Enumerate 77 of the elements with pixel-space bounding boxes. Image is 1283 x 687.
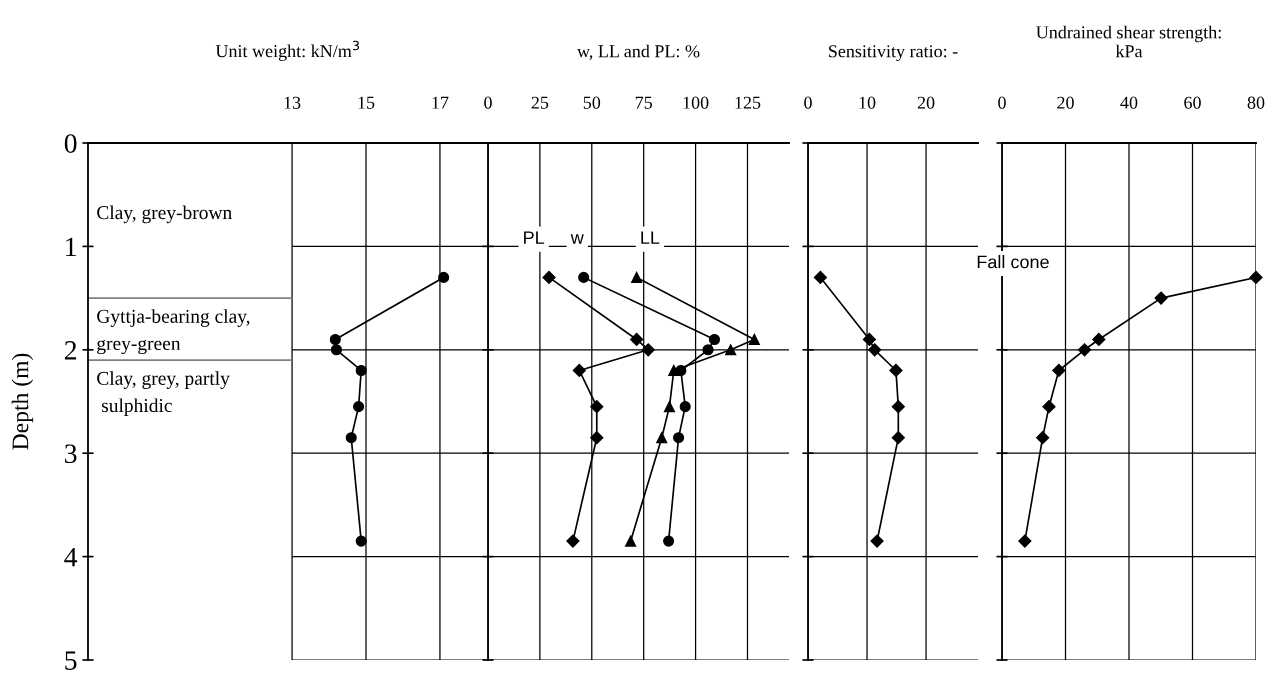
point	[813, 270, 827, 285]
y-tick-label: 5	[65, 651, 77, 670]
point	[355, 535, 367, 547]
annotation: w	[570, 234, 584, 244]
point	[353, 401, 365, 413]
point	[1154, 291, 1168, 305]
point	[889, 363, 903, 378]
annotation: Clay, grey-brown	[97, 205, 232, 224]
point	[891, 431, 905, 445]
x-tick-label: 13	[284, 96, 301, 109]
x-tick-label: 60	[1184, 96, 1201, 109]
point	[1249, 270, 1263, 285]
x-tick-label: 10	[859, 96, 876, 109]
point	[663, 401, 675, 413]
y-tick-label: 2	[64, 341, 77, 360]
point	[1036, 431, 1050, 445]
point	[862, 332, 876, 347]
point	[590, 400, 604, 414]
point	[355, 364, 367, 377]
point	[590, 431, 604, 445]
point	[1077, 343, 1092, 357]
point	[702, 344, 714, 356]
point	[578, 271, 590, 283]
x-axis-title: w, LL and PL: %	[577, 44, 700, 60]
annotation: PL	[524, 231, 545, 244]
y-tick-label: 3	[65, 444, 77, 464]
point	[868, 343, 882, 357]
point	[1018, 534, 1032, 548]
point	[1042, 400, 1056, 414]
point	[663, 535, 675, 547]
point	[708, 333, 721, 346]
annotation: LL	[641, 231, 660, 244]
point	[656, 432, 668, 444]
x-tick-label: 125	[735, 96, 761, 109]
ref-line-label: Gyttja-bearing clay, grey-green	[97, 309, 250, 355]
point	[1092, 332, 1106, 347]
point	[748, 333, 760, 346]
point	[679, 401, 691, 413]
point	[345, 432, 357, 444]
x-axis-title: Undrained shear strength: kPa	[1036, 25, 1221, 58]
x-tick-label: 0	[998, 96, 1006, 109]
point	[631, 271, 643, 283]
ref-line-label: Clay, grey, partly sulphidic	[97, 371, 230, 417]
y-tick-label: 4	[64, 547, 78, 567]
point	[1052, 363, 1066, 378]
x-tick-label: 100	[683, 96, 709, 109]
point	[330, 344, 342, 356]
y-axis-title: Depth (m)	[11, 353, 34, 450]
point	[625, 535, 637, 547]
point	[891, 400, 905, 414]
x-tick-label: 40	[1120, 96, 1138, 109]
point	[870, 534, 884, 548]
point	[566, 534, 580, 548]
point	[641, 343, 655, 357]
point	[668, 364, 680, 377]
point	[725, 344, 737, 356]
point	[630, 332, 644, 347]
x-tick-label: 20	[917, 96, 935, 109]
x-tick-label: 25	[531, 96, 549, 109]
point	[673, 432, 685, 444]
x-tick-label: 80	[1247, 96, 1265, 109]
x-tick-label: 75	[635, 96, 653, 109]
x-axis-title: Sensitivity ratio: -	[829, 45, 958, 62]
x-tick-label: 15	[358, 96, 375, 109]
point	[572, 363, 586, 378]
point	[542, 270, 556, 285]
annotation: Fall cone	[977, 255, 1049, 269]
y-tick-label: 0	[64, 134, 77, 153]
x-axis-title: Unit weight: kN/m$^{3}$	[215, 40, 360, 61]
point	[329, 333, 341, 346]
y-tick-label: 1	[66, 237, 76, 257]
x-tick-label: 0	[804, 96, 812, 109]
x-tick-label: 0	[484, 96, 492, 109]
x-tick-label: 50	[583, 96, 601, 109]
x-tick-label: 17	[432, 96, 449, 109]
x-tick-label: 20	[1057, 96, 1074, 109]
point	[438, 271, 450, 283]
